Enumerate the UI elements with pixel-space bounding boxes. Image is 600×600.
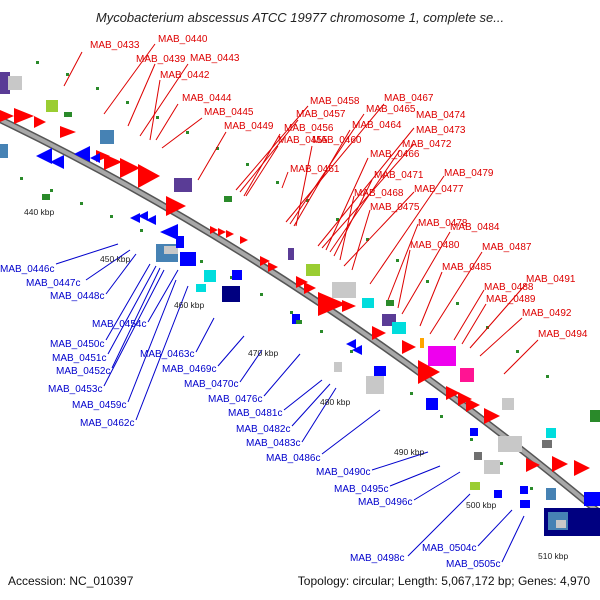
forward-gene-label: MAB_0449 bbox=[224, 121, 274, 132]
forward-gene-label: MAB_0468 bbox=[354, 188, 404, 199]
forward-gene-label: MAB_0475 bbox=[370, 202, 420, 213]
scale-tick-label: 500 kbp bbox=[466, 500, 497, 510]
forward-gene-label: MAB_0456 bbox=[284, 123, 334, 134]
reverse-gene-label: MAB_0453c bbox=[48, 384, 102, 395]
forward-strand-features bbox=[0, 72, 600, 476]
scale-tick-label: 460 kbp bbox=[174, 300, 205, 310]
reverse-gene-label: MAB_0486c bbox=[266, 453, 320, 464]
reverse-gene-label: MAB_0495c bbox=[334, 484, 388, 495]
reverse-gene-label: MAB_0469c bbox=[162, 364, 216, 375]
forward-gene-label: MAB_0478 bbox=[418, 218, 468, 229]
scale-tick-labels: 440 kbp 450 kbp 460 kbp 470 kbp 480 kbp 490 k… bbox=[24, 207, 569, 561]
forward-gene-label: MAB_0488 bbox=[484, 282, 534, 293]
accession-label: Accession: NC_010397 bbox=[8, 574, 134, 588]
forward-gene-label: MAB_0460 bbox=[312, 135, 362, 146]
forward-gene-label: MAB_0440 bbox=[158, 34, 208, 45]
forward-gene-label: MAB_0464 bbox=[352, 120, 402, 131]
reverse-gene-label: MAB_0481c bbox=[228, 408, 282, 419]
genome-summary: Topology: circular; Length: 5,067,172 bp… bbox=[297, 574, 590, 588]
forward-gene-label: MAB_0433 bbox=[90, 40, 140, 51]
reverse-gene-label: MAB_0463c bbox=[140, 349, 194, 360]
forward-gene-label: MAB_0480 bbox=[410, 240, 460, 251]
forward-gene-label: MAB_0466 bbox=[370, 149, 420, 160]
forward-gene-label: MAB_0457 bbox=[296, 109, 346, 120]
forward-gene-label: MAB_0489 bbox=[486, 294, 536, 305]
scale-tick-label: 470 kbp bbox=[248, 348, 279, 358]
forward-gene-label: MAB_0484 bbox=[450, 222, 500, 233]
forward-gene-label: MAB_0491 bbox=[526, 274, 576, 285]
forward-gene-label: MAB_0492 bbox=[522, 308, 572, 319]
forward-gene-label: MAB_0467 bbox=[384, 93, 434, 104]
reverse-gene-label: MAB_0504c bbox=[422, 543, 476, 554]
forward-gene-label: MAB_0477 bbox=[414, 184, 464, 195]
map-title: Mycobacterium abscessus ATCC 19977 chrom… bbox=[95, 10, 505, 25]
reverse-gene-label: MAB_0450c bbox=[50, 339, 104, 350]
reverse-gene-label: MAB_0454c bbox=[92, 319, 146, 330]
reverse-gene-label: MAB_0452c bbox=[56, 366, 110, 377]
forward-gene-label: MAB_0494 bbox=[538, 329, 588, 340]
reverse-gene-label: MAB_0447c bbox=[26, 278, 80, 289]
reverse-gene-label: MAB_0451c bbox=[52, 353, 106, 364]
reverse-gene-label: MAB_0498c bbox=[350, 553, 404, 564]
forward-gene-label: MAB_0465 bbox=[366, 104, 416, 115]
reverse-gene-label: MAB_0446c bbox=[0, 264, 54, 275]
forward-gene-label: MAB_0471 bbox=[374, 170, 424, 181]
reverse-gene-label: MAB_0505c bbox=[446, 559, 500, 570]
scale-tick-label: 490 kbp bbox=[394, 447, 425, 457]
forward-gene-label: MAB_0473 bbox=[416, 125, 466, 136]
reverse-gene-label: MAB_0483c bbox=[246, 438, 300, 449]
forward-gene-label: MAB_0472 bbox=[402, 139, 452, 150]
scale-tick-label: 440 kbp bbox=[24, 207, 55, 217]
forward-gene-label: MAB_0443 bbox=[190, 53, 240, 64]
reverse-gene-label: MAB_0490c bbox=[316, 467, 370, 478]
reverse-gene-label: MAB_0482c bbox=[236, 424, 290, 435]
forward-gene-label: MAB_0458 bbox=[310, 96, 360, 107]
reverse-gene-label: MAB_0448c bbox=[50, 291, 104, 302]
reverse-gene-label: MAB_0470c bbox=[184, 379, 238, 390]
scale-tick-label: 450 kbp bbox=[100, 254, 131, 264]
forward-gene-label: MAB_0442 bbox=[160, 70, 210, 81]
scale-tick-label: 510 kbp bbox=[538, 551, 569, 561]
reverse-strand-features bbox=[0, 144, 600, 536]
scale-tick-label: 480 kbp bbox=[320, 397, 351, 407]
forward-gene-label: MAB_0479 bbox=[444, 168, 494, 179]
forward-gene-label: MAB_0455 bbox=[278, 135, 328, 146]
reverse-gene-label: MAB_0462c bbox=[80, 418, 134, 429]
chromosome-backbone bbox=[0, 115, 600, 518]
reverse-gene-label: MAB_0476c bbox=[208, 394, 262, 405]
forward-gene-label: MAB_0445 bbox=[204, 107, 254, 118]
forward-gene-labels: MAB_0433 MAB_0440 MAB_0439 MAB_0443 MAB_0442… bbox=[90, 34, 588, 340]
reverse-gene-label: MAB_0459c bbox=[72, 400, 126, 411]
forward-gene-label: MAB_0444 bbox=[182, 93, 232, 104]
forward-gene-label: MAB_0485 bbox=[442, 262, 492, 273]
reverse-gene-labels: MAB_0446c MAB_0447c MAB_0448c MAB_0454c MAB_… bbox=[0, 264, 500, 570]
reverse-gene-label: MAB_0496c bbox=[358, 497, 412, 508]
forward-callout-lines bbox=[63, 43, 539, 375]
reverse-callout-lines bbox=[55, 243, 525, 563]
forward-gene-label: MAB_0439 bbox=[136, 54, 186, 65]
forward-gene-label: MAB_0487 bbox=[482, 242, 532, 253]
forward-gene-label: MAB_0474 bbox=[416, 110, 466, 121]
forward-gene-label: MAB_0461 bbox=[290, 164, 340, 175]
